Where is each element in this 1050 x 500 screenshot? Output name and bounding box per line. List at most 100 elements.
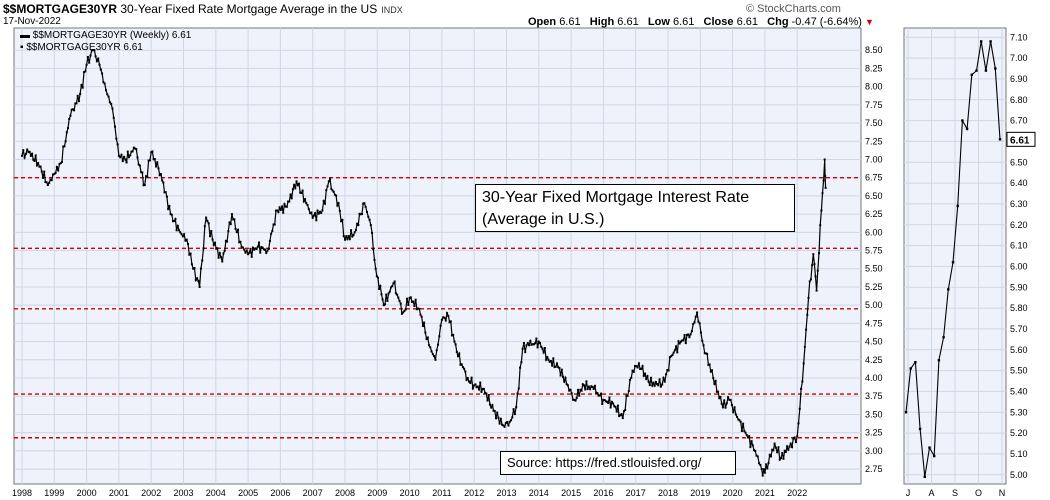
data-point-main <box>273 223 276 226</box>
data-point-main <box>678 342 681 345</box>
y-tick-label: 3.50 <box>865 409 883 419</box>
data-point-main <box>782 457 785 460</box>
data-point-main <box>720 402 723 405</box>
data-point-main <box>88 61 91 64</box>
data-point-main <box>412 300 415 303</box>
data-point-main <box>24 152 27 155</box>
data-point-main <box>808 280 811 283</box>
data-point-main <box>413 305 416 308</box>
data-point-main <box>739 420 742 423</box>
y-tick-label: 5.75 <box>865 246 883 256</box>
data-point-main <box>522 342 525 345</box>
data-point-main <box>437 343 440 346</box>
data-point-main <box>244 251 247 254</box>
x-tick-label: 1998 <box>12 488 32 498</box>
data-point-main <box>821 192 824 195</box>
data-point-main <box>35 164 38 167</box>
data-point-main <box>476 385 479 388</box>
data-point-main <box>744 431 747 434</box>
y-tick-label: 6.50 <box>865 191 883 201</box>
chart-date: 17-Nov-2022 <box>3 16 61 27</box>
data-point-main <box>636 366 639 369</box>
data-point-main <box>480 390 483 393</box>
data-point-main <box>470 376 473 379</box>
x-tick-label: 2002 <box>141 488 161 498</box>
x-tick-label: 2008 <box>335 488 355 498</box>
y-tick-label: 6.25 <box>865 209 883 219</box>
data-point-main <box>143 183 146 186</box>
data-point-main <box>28 150 31 153</box>
data-point-main <box>479 381 482 384</box>
data-point-main <box>433 355 436 358</box>
data-point-main <box>781 451 784 454</box>
data-point-main <box>90 49 93 52</box>
data-point-main <box>746 436 749 439</box>
data-point-main <box>341 218 344 221</box>
data-point-main <box>189 252 192 255</box>
data-point-main <box>661 383 664 386</box>
data-point-main <box>463 367 466 370</box>
x-tick-label: 2010 <box>400 488 420 498</box>
data-point-main <box>748 435 751 438</box>
data-point-main <box>625 394 628 397</box>
data-point-main <box>289 193 292 196</box>
data-point-main <box>111 107 114 110</box>
data-point-main <box>352 234 355 237</box>
zoom-y-tick-label: 5.20 <box>1010 428 1028 438</box>
data-point-main <box>86 55 89 58</box>
data-point-main <box>624 408 627 411</box>
data-point-main <box>340 220 343 223</box>
y-tick-label: 7.25 <box>865 136 883 146</box>
x-tick-label: 2017 <box>626 488 646 498</box>
x-tick-label: 2001 <box>109 488 129 498</box>
data-point-main <box>426 336 429 339</box>
data-point-main <box>559 374 562 377</box>
data-point-main <box>178 229 181 232</box>
data-point-main <box>646 375 649 378</box>
data-point-main <box>657 384 660 387</box>
exchange: INDX <box>381 5 403 15</box>
y-tick-label: 8.00 <box>865 82 883 92</box>
y-tick-label: 7.50 <box>865 118 883 128</box>
data-point-main <box>443 316 446 319</box>
data-point-main <box>357 224 360 227</box>
data-point-main <box>734 413 737 416</box>
data-point-main <box>234 227 237 230</box>
chart-title: $$MORTGAGE30YR 30-Year Fixed Rate Mortga… <box>3 2 403 16</box>
data-point-main <box>75 102 78 105</box>
data-point-main <box>220 256 223 259</box>
data-point-main <box>385 293 388 296</box>
data-point-main <box>457 355 460 358</box>
x-tick-label: 2012 <box>464 488 484 498</box>
data-point-main <box>458 352 461 355</box>
data-point-main <box>50 179 53 182</box>
data-point-main <box>44 181 47 184</box>
data-point-main <box>541 347 544 350</box>
data-point-zoom <box>933 454 936 458</box>
data-point-main <box>818 252 821 255</box>
data-point-main <box>475 386 478 389</box>
data-point-main <box>418 307 421 310</box>
data-point-main <box>551 364 554 367</box>
data-point-main <box>157 167 160 170</box>
data-point-main <box>591 385 594 388</box>
data-point-main <box>267 247 270 250</box>
data-point-main <box>325 189 328 192</box>
data-point-main <box>723 399 726 402</box>
data-point-main <box>81 86 84 89</box>
data-point-main <box>468 380 471 383</box>
data-point-main <box>532 343 535 346</box>
data-point-main <box>132 146 135 149</box>
data-point-main <box>198 285 201 288</box>
data-point-main <box>681 339 684 342</box>
data-point-main <box>125 161 128 164</box>
data-point-main <box>447 315 450 318</box>
data-point-main <box>431 353 434 356</box>
data-point-main <box>796 435 799 438</box>
data-point-main <box>318 210 321 213</box>
data-point-main <box>293 183 296 186</box>
data-point-main <box>300 191 303 194</box>
data-point-main <box>110 102 113 105</box>
data-point-main <box>409 296 412 299</box>
data-point-main <box>493 410 496 413</box>
